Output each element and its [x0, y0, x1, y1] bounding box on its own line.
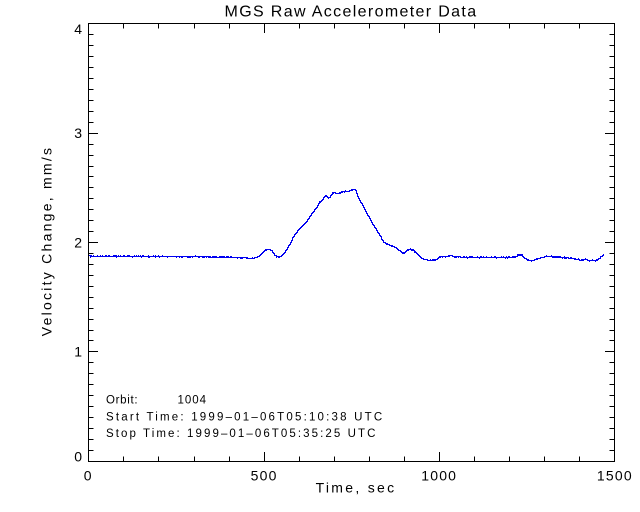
svg-text:1000: 1000 — [421, 467, 457, 483]
svg-text:1: 1 — [74, 344, 83, 360]
svg-text:2: 2 — [74, 234, 83, 250]
svg-text:4: 4 — [74, 21, 83, 37]
svg-text:3: 3 — [74, 125, 83, 141]
svg-text:500: 500 — [251, 467, 278, 483]
svg-text:Velocity Change, mm/s: Velocity Change, mm/s — [39, 146, 55, 336]
svg-text:1500: 1500 — [597, 467, 633, 483]
svg-text:0: 0 — [84, 467, 93, 483]
svg-text:Start Time: 1999–01–06T05:10:3: Start Time: 1999–01–06T05:10:38 UTC — [106, 411, 384, 423]
svg-text:Time, sec: Time, sec — [316, 480, 397, 496]
svg-text:MGS Raw Accelerometer Data: MGS Raw Accelerometer Data — [225, 3, 478, 20]
svg-text:0: 0 — [74, 449, 83, 465]
svg-text:Stop Time: 1999–01–06T05:35:25: Stop Time: 1999–01–06T05:35:25 UTC — [106, 428, 377, 440]
